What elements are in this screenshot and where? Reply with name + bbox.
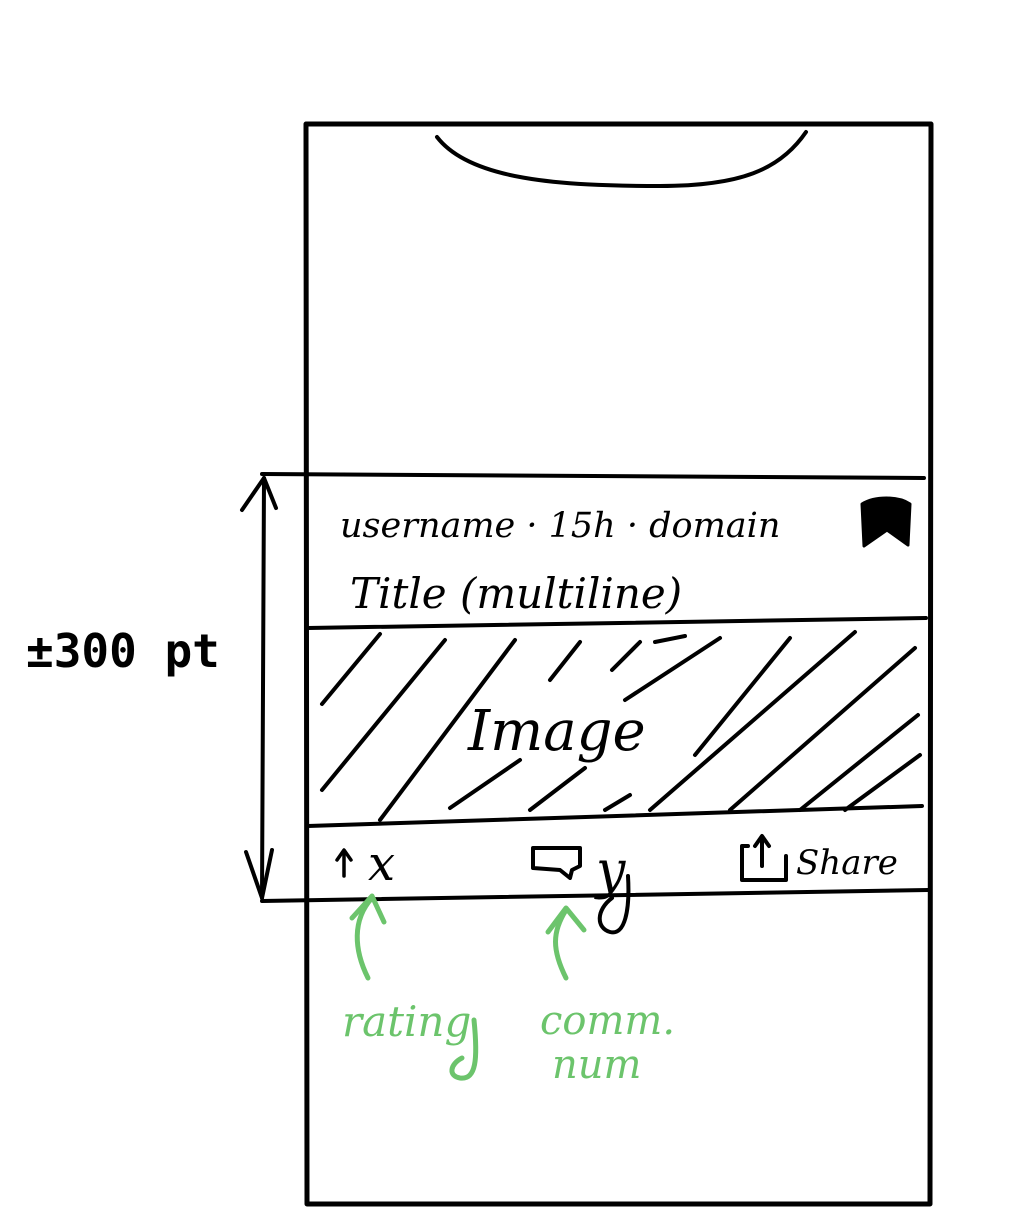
bookmark-icon xyxy=(860,496,912,548)
post-meta-line: username · 15h · domain xyxy=(340,506,780,546)
image-top-border xyxy=(306,616,928,630)
rating-callout-label: rating xyxy=(342,997,471,1046)
image-bottom-border xyxy=(306,804,924,828)
share-icon xyxy=(740,834,788,882)
height-dimension-arrow xyxy=(240,476,278,900)
comments-value-descender xyxy=(597,874,631,935)
card-top-border xyxy=(260,472,926,480)
post-title: Title (multiline) xyxy=(350,569,682,618)
phone-frame xyxy=(303,121,934,1207)
card-bottom-border xyxy=(260,888,930,903)
comments-value: y xyxy=(594,841,626,901)
rating-value: x xyxy=(368,836,395,892)
upvote-arrow-icon xyxy=(335,848,353,878)
comments-callout-arrow xyxy=(545,905,587,981)
comment-bubble-icon xyxy=(531,846,582,880)
rating-callout-descender xyxy=(449,1017,479,1081)
comments-callout-label-line2: num xyxy=(552,1042,641,1088)
phone-notch xyxy=(435,130,808,188)
image-hatching xyxy=(320,630,922,822)
height-annotation: ±300 pt xyxy=(26,624,220,678)
comments-callout-label-line1: comm. xyxy=(540,998,675,1044)
share-label: Share xyxy=(796,843,898,883)
rating-callout-arrow xyxy=(349,893,387,981)
image-placeholder-label: Image xyxy=(467,699,646,764)
